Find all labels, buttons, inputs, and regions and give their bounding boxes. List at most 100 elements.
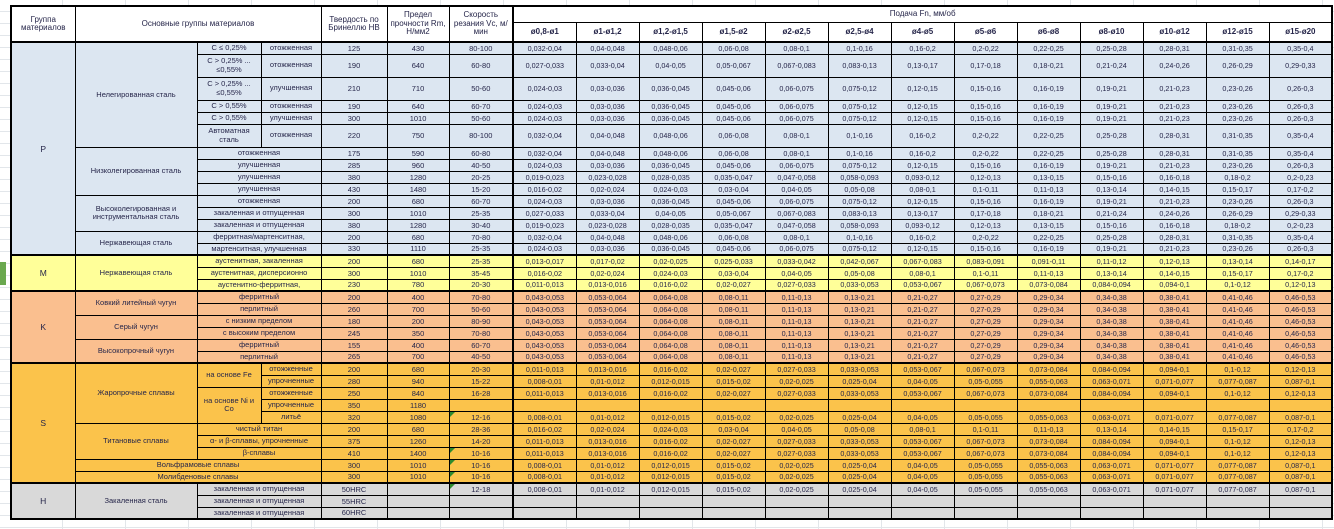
cell-feed-value[interactable]: 0,055-0,063 (1016, 458, 1081, 472)
cell-feed-value[interactable]: 0,064-0,08 (638, 290, 703, 304)
cell-feed-value[interactable]: 0,017-0,02 (575, 254, 640, 268)
cell-material-label[interactable]: упрочненные (260, 398, 322, 412)
cell-feed-value[interactable]: 0,2-0,22 (953, 230, 1018, 244)
cell-material-label[interactable]: закаленная и отпущенная (196, 206, 322, 220)
cell-material-label[interactable]: отожженные (260, 362, 322, 376)
cell-feed-value[interactable]: 0,17-0,2 (1268, 266, 1333, 280)
cell-feed-value[interactable] (1142, 398, 1207, 412)
cell-strength[interactable] (386, 482, 450, 496)
cell-material-label[interactable]: аустенитная, дисперсионно (196, 266, 322, 280)
cell-strength[interactable]: 1400 (386, 446, 450, 460)
cell-feed-value[interactable]: 0,13-0,15 (1016, 170, 1081, 184)
cell-hardness[interactable]: 210 (320, 76, 388, 101)
cell-feed-value[interactable]: 0,067-0,083 (764, 206, 829, 220)
cell-feed-value[interactable]: 0,21-0,27 (890, 302, 955, 316)
cell-feed-value[interactable]: 0,34-0,38 (1079, 314, 1144, 328)
cell-speed[interactable]: 60-70 (448, 99, 514, 113)
cell-feed-value[interactable]: 0,02-0,027 (701, 278, 766, 292)
cell-feed-value[interactable]: 0,06-0,075 (764, 194, 829, 208)
cell-feed-value[interactable]: 0,41-0,46 (1205, 314, 1270, 328)
cell-material-label[interactable]: аустенитно-ферритная, (196, 278, 322, 292)
cell-feed-value[interactable]: 0,06-0,08 (701, 123, 766, 148)
cell-speed[interactable] (448, 494, 514, 508)
cell-hardness[interactable]: 300 (320, 458, 388, 472)
cell-feed-value[interactable]: 0,41-0,46 (1205, 302, 1270, 316)
cell-feed-value[interactable]: 0,02-0,025 (764, 374, 829, 388)
cell-feed-value[interactable] (827, 398, 892, 412)
cell-speed[interactable]: 60-80 (448, 146, 514, 160)
cell-feed-value[interactable]: 0,31-0,35 (1205, 123, 1270, 148)
cell-feed-value[interactable]: 0,053-0,067 (890, 434, 955, 448)
cell-feed-value[interactable]: 0,16-0,19 (1016, 99, 1081, 113)
cell-material-label[interactable]: отожженная (260, 53, 322, 78)
cell-feed-value[interactable]: 0,06-0,08 (701, 41, 766, 55)
col-header-hardness[interactable]: Твердость по Бринеллю HB (320, 5, 388, 43)
cell-feed-value[interactable]: 0,27-0,29 (953, 302, 1018, 316)
cell-feed-value[interactable]: 0,019-0,023 (512, 170, 577, 184)
cell-feed-value[interactable]: 0,032-0,04 (512, 146, 577, 160)
cell-material-label[interactable]: улучшенная (260, 76, 322, 101)
cell-feed-value[interactable]: 0,13-0,21 (827, 350, 892, 364)
cell-feed-value[interactable] (1142, 506, 1207, 520)
cell-feed-value[interactable]: 0,12-0,13 (1268, 278, 1333, 292)
cell-feed-value[interactable] (1205, 506, 1270, 520)
cell-material-label[interactable]: Жаропрочные сплавы (74, 362, 198, 424)
cell-speed[interactable]: 28-36 (448, 422, 514, 436)
cell-hardness[interactable]: 200 (320, 362, 388, 376)
feed-col-header[interactable]: ø5-ø6 (953, 21, 1018, 43)
cell-feed-value[interactable]: 0,23-0,26 (1205, 242, 1270, 256)
cell-feed-value[interactable]: 0,033-0,053 (827, 446, 892, 460)
feed-col-header[interactable]: ø2,5-ø4 (827, 21, 892, 43)
cell-feed-value[interactable]: 0,045-0,06 (701, 76, 766, 101)
cell-feed-value[interactable]: 0,12-0,15 (890, 111, 955, 125)
cell-feed-value[interactable]: 0,063-0,071 (1079, 410, 1144, 424)
cell-feed-value[interactable]: 0,28-0,31 (1142, 123, 1207, 148)
cell-feed-value[interactable]: 0,02-0,027 (701, 386, 766, 400)
col-header-speed[interactable]: Скорость резания Vc, м/мин (448, 5, 514, 43)
cell-material-label[interactable]: ферритная/мартенситная, (196, 230, 322, 244)
cell-speed[interactable] (448, 398, 514, 412)
cell-speed[interactable]: 10-16 (448, 470, 514, 484)
cell-feed-value[interactable]: 0,028-0,035 (638, 170, 703, 184)
cell-feed-value[interactable]: 0,013-0,016 (575, 386, 640, 400)
cell-feed-value[interactable]: 0,22-0,25 (1016, 41, 1081, 55)
cell-feed-value[interactable]: 0,26-0,3 (1268, 158, 1333, 172)
cell-speed[interactable]: 14-20 (448, 434, 514, 448)
cell-feed-value[interactable]: 0,015-0,02 (701, 482, 766, 496)
cell-strength[interactable]: 840 (386, 386, 450, 400)
cell-feed-value[interactable]: 0,04-0,05 (890, 482, 955, 496)
cell-feed-value[interactable]: 0,01-0,012 (575, 374, 640, 388)
cell-feed-value[interactable]: 0,05-0,08 (827, 266, 892, 280)
cell-speed[interactable]: 80-100 (448, 41, 514, 55)
cell-speed[interactable]: 80-100 (448, 123, 514, 148)
col-header-strength[interactable]: Предел прочности Rm, Н/мм2 (386, 5, 450, 43)
cell-feed-value[interactable]: 0,29-0,34 (1016, 338, 1081, 352)
cell-feed-value[interactable] (1016, 398, 1081, 412)
cell-speed[interactable]: 35-45 (448, 266, 514, 280)
cell-feed-value[interactable]: 0,08-0,1 (764, 123, 829, 148)
cell-feed-value[interactable]: 0,22-0,25 (1016, 123, 1081, 148)
cell-feed-value[interactable]: 0,1-0,11 (953, 182, 1018, 196)
cell-feed-value[interactable]: 0,077-0,087 (1205, 374, 1270, 388)
cell-feed-value[interactable]: 0,28-0,31 (1142, 230, 1207, 244)
cell-feed-value[interactable]: 0,042-0,067 (827, 254, 892, 268)
cell-feed-value[interactable]: 0,19-0,21 (1079, 158, 1144, 172)
feed-col-header[interactable]: ø6-ø8 (1016, 21, 1081, 43)
cell-feed-value[interactable]: 0,013-0,016 (575, 434, 640, 448)
cell-feed-value[interactable]: 0,043-0,053 (512, 302, 577, 316)
cell-strength[interactable]: 1010 (386, 266, 450, 280)
cell-feed-value[interactable]: 0,064-0,08 (638, 350, 703, 364)
feed-col-header[interactable]: ø8-ø10 (1079, 21, 1144, 43)
cell-feed-value[interactable]: 0,024-0,03 (512, 194, 577, 208)
cell-feed-value[interactable]: 0,21-0,23 (1142, 111, 1207, 125)
cell-feed-value[interactable] (701, 398, 766, 412)
cell-feed-value[interactable]: 0,073-0,084 (1016, 446, 1081, 460)
cell-hardness[interactable]: 50HRC (320, 482, 388, 496)
cell-feed-value[interactable]: 0,16-0,2 (890, 230, 955, 244)
cell-feed-value[interactable]: 0,04-0,05 (890, 374, 955, 388)
cell-feed-value[interactable]: 0,04-0,05 (890, 410, 955, 424)
cell-strength[interactable]: 1110 (386, 242, 450, 256)
cell-feed-value[interactable]: 0,075-0,12 (827, 242, 892, 256)
cell-hardness[interactable]: 300 (320, 111, 388, 125)
cell-feed-value[interactable]: 0,29-0,33 (1268, 206, 1333, 220)
